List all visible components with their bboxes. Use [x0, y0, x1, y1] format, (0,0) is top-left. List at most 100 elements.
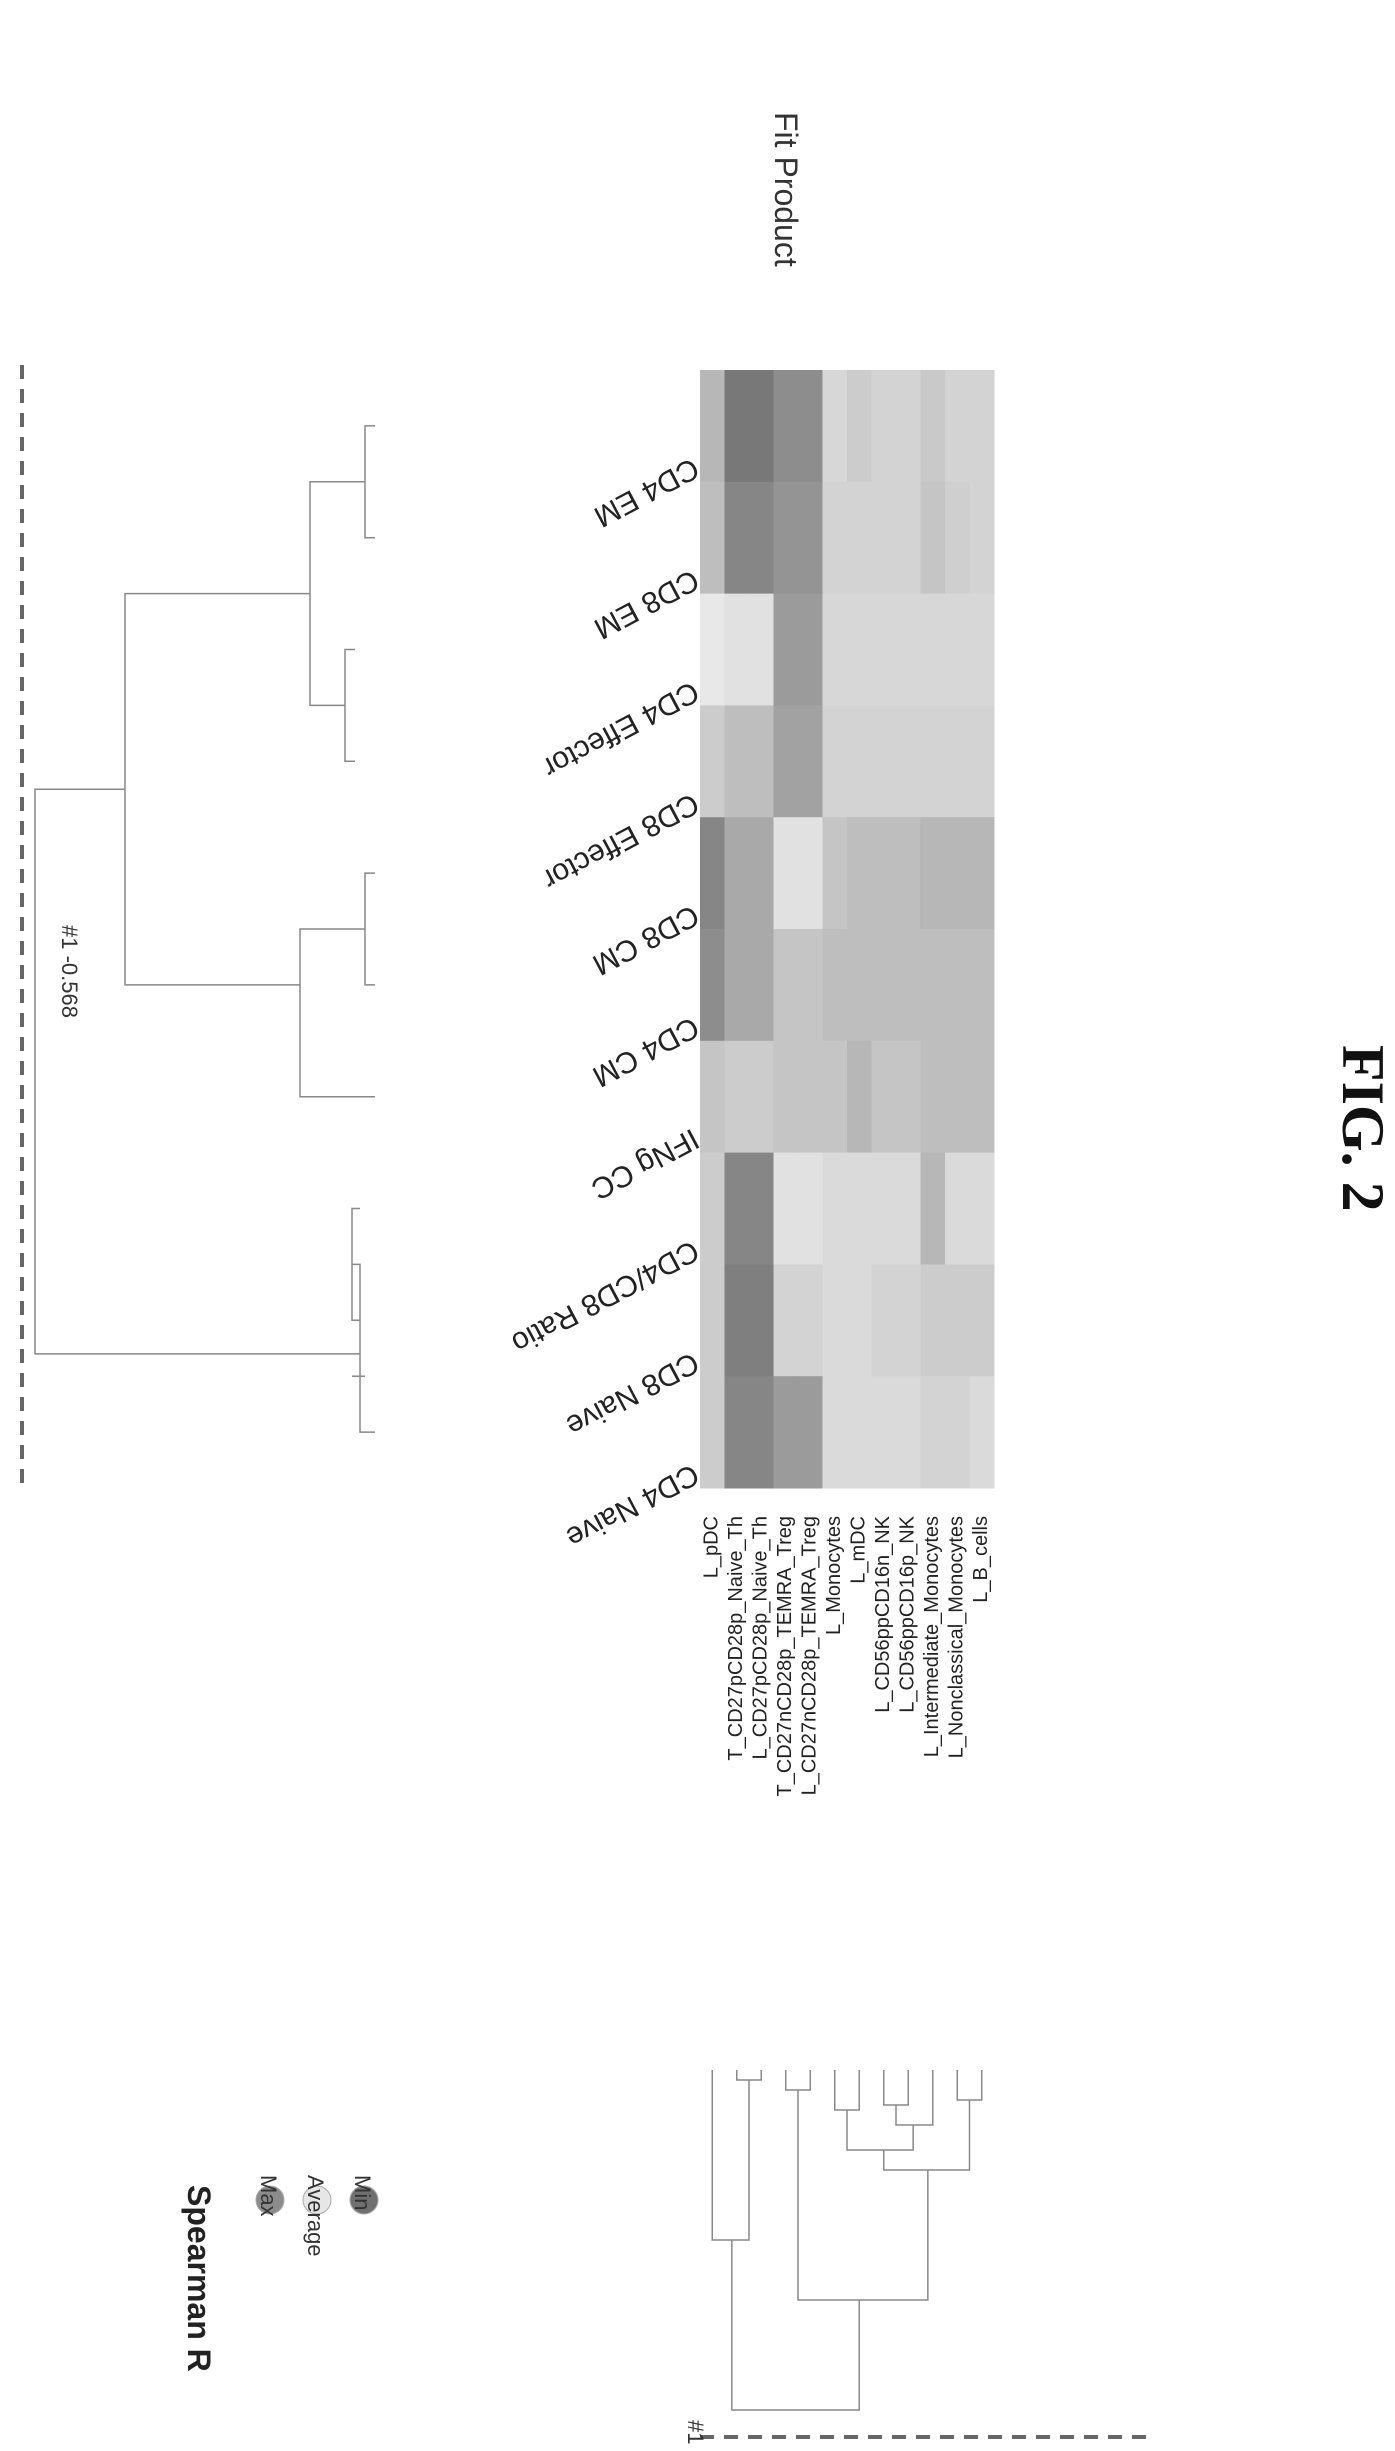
heatmap-cell [773, 593, 799, 706]
heatmap-cell [896, 929, 921, 1042]
heatmap-cell [773, 481, 799, 595]
legend-swatch [302, 2185, 332, 2215]
heatmap-cell [700, 593, 725, 706]
heatmap-cell [798, 370, 823, 483]
row-label: L_CD56ppCD16p_NK [897, 1515, 919, 1712]
row-dendrogram [711, 2070, 983, 2411]
heatmap-cell [969, 1264, 995, 1377]
heatmap-cell [798, 705, 823, 818]
heatmap-cell [920, 1040, 946, 1154]
legend: Max Average Min [255, 2175, 379, 2257]
heatmap-cell [969, 1376, 995, 1489]
row-label: L_Monocytes [823, 1516, 845, 1635]
heatmap-cell [773, 1376, 799, 1489]
column-label: CD4 Naive [561, 1457, 705, 1554]
heatmap-cell [822, 481, 848, 595]
heatmap-cell [773, 929, 799, 1042]
heatmap-cell [700, 1376, 725, 1489]
heatmap-cell [945, 370, 970, 483]
column-label: IFNg CC [586, 1122, 705, 1206]
row-label: T_CD27pCD28p_Naive_Th [725, 1516, 747, 1761]
heatmap-cell [945, 481, 970, 595]
heatmap-cell [822, 1376, 848, 1489]
heatmap-cell [920, 929, 946, 1042]
legend-title: Spearman R [181, 2185, 217, 2372]
heatmap-cell [847, 1152, 872, 1265]
heatmap-cell [700, 370, 725, 483]
row-label: L_CD27nCD28p_TEMRA_Treg [799, 1516, 821, 1795]
legend-label: Max [256, 2175, 281, 2217]
dendrogram-branch [895, 2070, 934, 2126]
heatmap-cell [798, 481, 823, 595]
column-label: CD4 Effector [538, 675, 705, 785]
heatmap-cell [749, 1152, 774, 1265]
heatmap-cell [871, 1376, 897, 1489]
column-label: CD4/CD8 Ratio [506, 1234, 704, 1360]
heatmap-cell [896, 593, 921, 706]
legend-label: Average [303, 2175, 328, 2257]
row-label: L_Intermediate_Monocytes [921, 1516, 943, 1757]
heatmap-cell [822, 705, 848, 818]
heatmap-cell [871, 1040, 897, 1154]
dendrogram-branch [846, 2110, 914, 2151]
heatmap-cell [969, 481, 995, 595]
column-label: CD8 Naive [561, 1345, 705, 1442]
dendrogram-branch [785, 2070, 811, 2091]
heatmap-cell [945, 1152, 970, 1265]
dendrogram-branch [834, 2070, 860, 2111]
heatmap-cell [969, 593, 995, 706]
heatmap-cell [773, 705, 799, 818]
dendrogram-branch [883, 2100, 971, 2171]
heatmap-cell [920, 1376, 946, 1489]
heatmap-cell [724, 1040, 750, 1154]
heatmap-cell [969, 817, 995, 930]
heatmap-cell [896, 705, 921, 818]
heatmap-cell [700, 929, 725, 1042]
heatmap-cell [724, 1376, 750, 1489]
dendrogram-branch [711, 2070, 750, 2241]
heatmap-cell [945, 1040, 970, 1154]
heatmap-cell [945, 593, 970, 706]
heatmap-cell [847, 929, 872, 1042]
heatmap-cell [969, 1152, 995, 1265]
column-label: CD4 CM [587, 1010, 704, 1093]
figure-label: FIG. 2 [1330, 1045, 1395, 1212]
heatmap-cell [724, 929, 750, 1042]
column-dendrogram-label: #1 -0.568 [57, 925, 82, 1018]
heatmap-cell [773, 1040, 799, 1154]
heatmap-grid [700, 370, 995, 1489]
dendrogram-branch [364, 872, 375, 986]
heatmap-cell [822, 370, 848, 483]
heatmap-cell [700, 1264, 725, 1377]
row-label: T_CD27nCD28p_TEMRA_Treg [774, 1516, 796, 1796]
heatmap-cell [773, 1152, 799, 1265]
column-label: CD4 EM [589, 451, 705, 533]
column-dendrogram [34, 425, 375, 1433]
heatmap-cell [724, 705, 750, 818]
heatmap-cell [724, 1264, 750, 1377]
heatmap-cell [871, 1264, 897, 1377]
column-label: CD8 Effector [538, 786, 705, 896]
heatmap-cell [871, 481, 897, 595]
row-label: L_Nonclassical_Monocytes [946, 1516, 968, 1758]
heatmap-cell [798, 1040, 823, 1154]
heatmap-cell [724, 481, 750, 595]
heatmap-cell [798, 929, 823, 1042]
dendrogram-branch [344, 648, 355, 763]
heatmap-cell [945, 1264, 970, 1377]
heatmap-cell [700, 1152, 725, 1265]
heatmap-cell [749, 593, 774, 706]
heatmap-cell [871, 593, 897, 706]
heatmap-cell [847, 370, 872, 483]
heatmap-cell [724, 593, 750, 706]
dendrogram-branch [364, 425, 375, 539]
heatmap-cell [773, 817, 799, 930]
heatmap-cell [871, 929, 897, 1042]
heatmap-cell [724, 370, 750, 483]
heatmap-cell [798, 1376, 823, 1489]
heatmap-cell [847, 1040, 872, 1154]
heatmap-cell [871, 817, 897, 930]
heatmap-cell [920, 705, 946, 818]
